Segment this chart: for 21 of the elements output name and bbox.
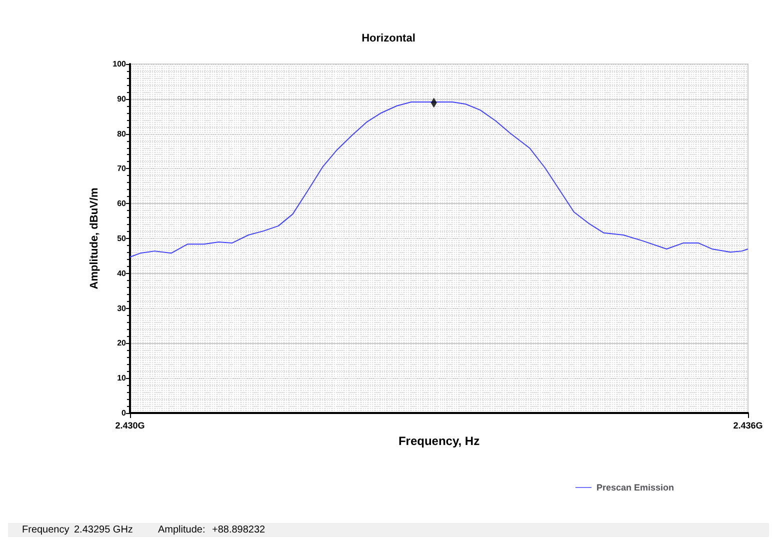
y-tick-label: 70 — [117, 164, 127, 174]
x-axis-title: Frequency, Hz — [398, 434, 480, 448]
y-tick-label: 80 — [117, 129, 127, 138]
y-tick-label: 20 — [117, 338, 127, 348]
x-tick-label: 2.430G — [115, 420, 145, 430]
chart-title: Horizontal — [362, 32, 416, 44]
legend-label: Prescan Emission — [596, 482, 674, 492]
y-tick-label: 50 — [117, 234, 127, 243]
x-tick-label: 2.436G — [733, 420, 763, 430]
y-tick-label: 40 — [117, 268, 127, 278]
y-axis-title: Amplitude, dBuV/m — [88, 188, 100, 290]
y-tick-label: 60 — [117, 199, 127, 208]
text: +88.898232 — [212, 524, 266, 536]
text: Amplitude: — [158, 524, 206, 536]
y-tick-label: 10 — [117, 374, 127, 383]
y-tick-label: 90 — [117, 94, 127, 104]
text: Frequency — [22, 524, 70, 536]
y-tick-label: 30 — [117, 304, 127, 313]
text: 2.43295 GHz — [74, 524, 133, 536]
y-tick-label: 0 — [122, 408, 127, 418]
y-tick-label: 100 — [112, 60, 127, 68]
